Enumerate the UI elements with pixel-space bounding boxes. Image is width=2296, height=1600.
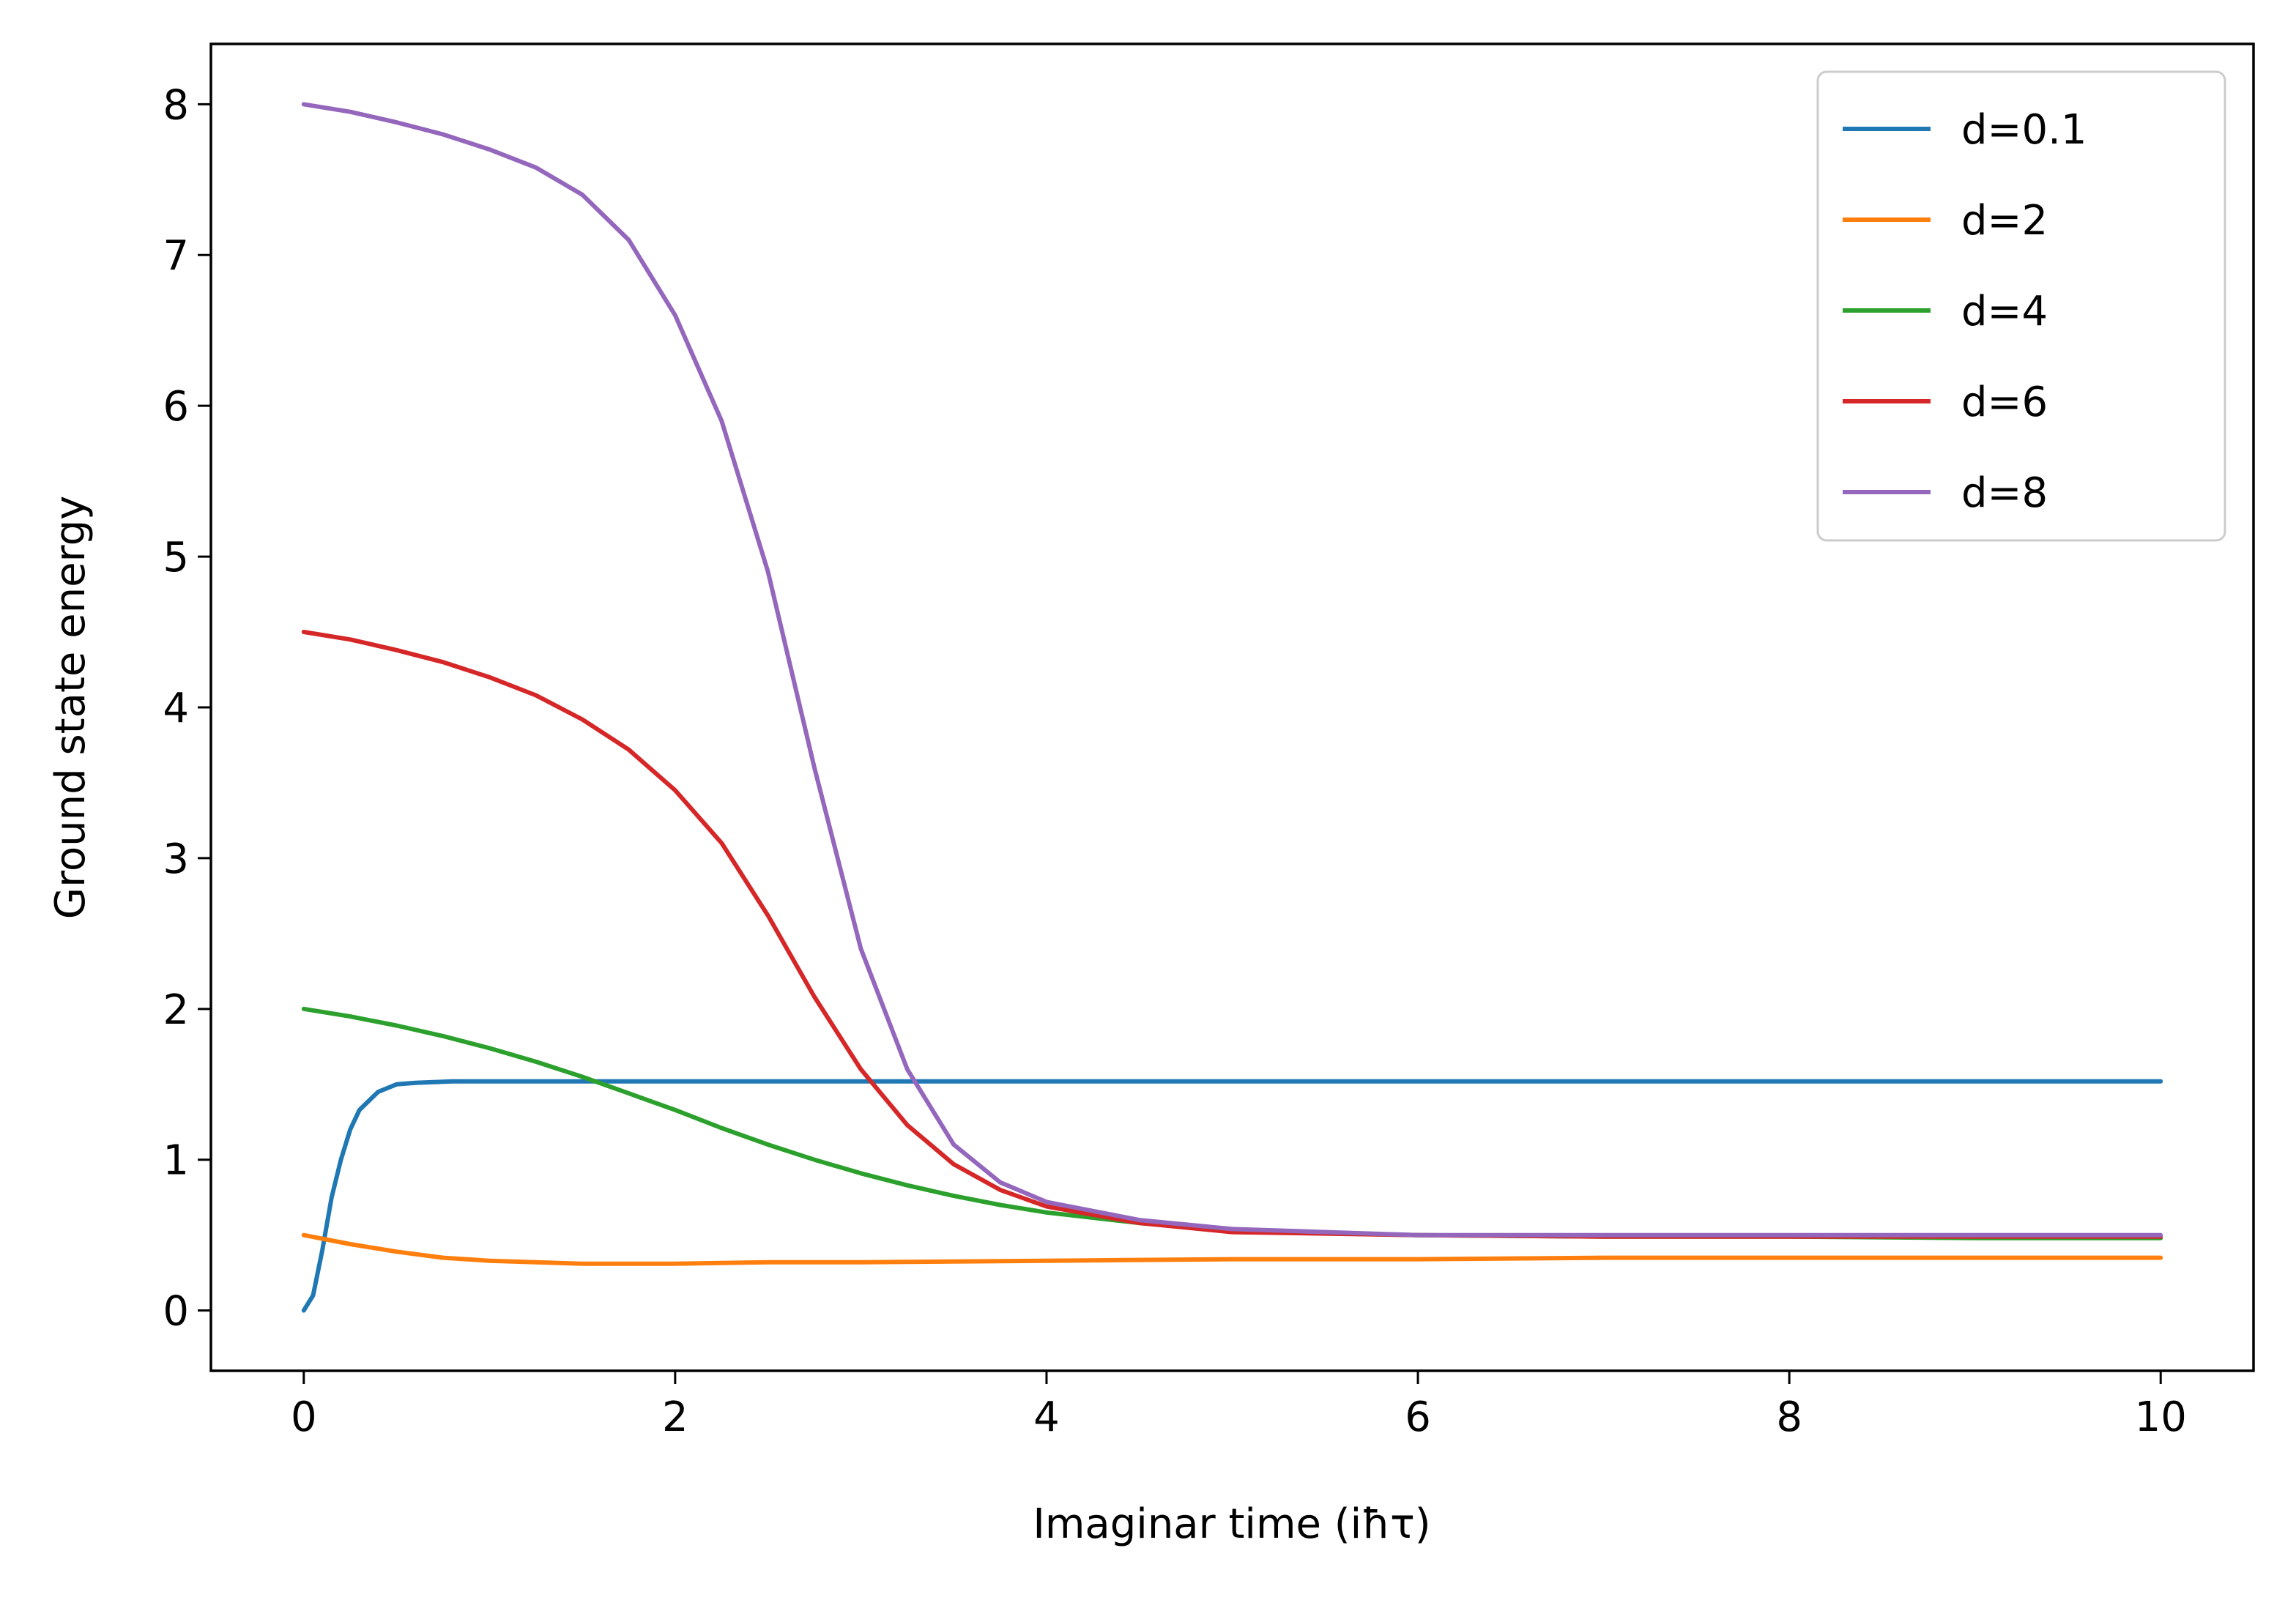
x-tick-label: 8	[1776, 1394, 1802, 1441]
x-tick-label: 4	[1033, 1394, 1060, 1441]
y-tick-label: 4	[163, 685, 189, 732]
y-tick-label: 0	[163, 1288, 189, 1336]
y-tick-label: 5	[163, 534, 189, 581]
y-axis-ticks: 0 1 2 3 4 5 6 7 8	[163, 81, 211, 1336]
x-tick-label: 0	[291, 1394, 317, 1441]
x-tick-label: 10	[2135, 1394, 2187, 1441]
series-line-0	[301, 1079, 2163, 1313]
y-tick-label: 1	[163, 1137, 189, 1185]
x-tick-label: 2	[662, 1394, 688, 1441]
x-axis-ticks: 0 2 4 6 8 10	[291, 1371, 2187, 1441]
series-line-1	[301, 1232, 2163, 1266]
x-axis-label: Imaginar time (iħτ)	[1033, 1500, 1430, 1548]
legend-label: d=6	[1961, 379, 2048, 426]
y-tick-label: 3	[163, 836, 189, 883]
y-tick-label: 2	[163, 986, 189, 1034]
series-line-4	[301, 102, 2163, 1238]
legend-label: d=8	[1961, 469, 2048, 517]
series-layer	[301, 102, 2163, 1313]
y-axis-label: Ground state energy	[47, 496, 94, 920]
legend: d=0.1 d=2 d=4 d=6 d=8	[1816, 70, 2226, 542]
legend-box	[1816, 70, 2226, 542]
y-tick-label: 7	[163, 232, 189, 280]
legend-label: d=4	[1961, 288, 2048, 335]
x-tick-label: 6	[1405, 1394, 1431, 1441]
legend-label: d=0.1	[1961, 106, 2087, 154]
legend-label: d=2	[1961, 197, 2048, 245]
y-tick-label: 6	[163, 383, 189, 431]
y-tick-label: 8	[163, 81, 189, 129]
